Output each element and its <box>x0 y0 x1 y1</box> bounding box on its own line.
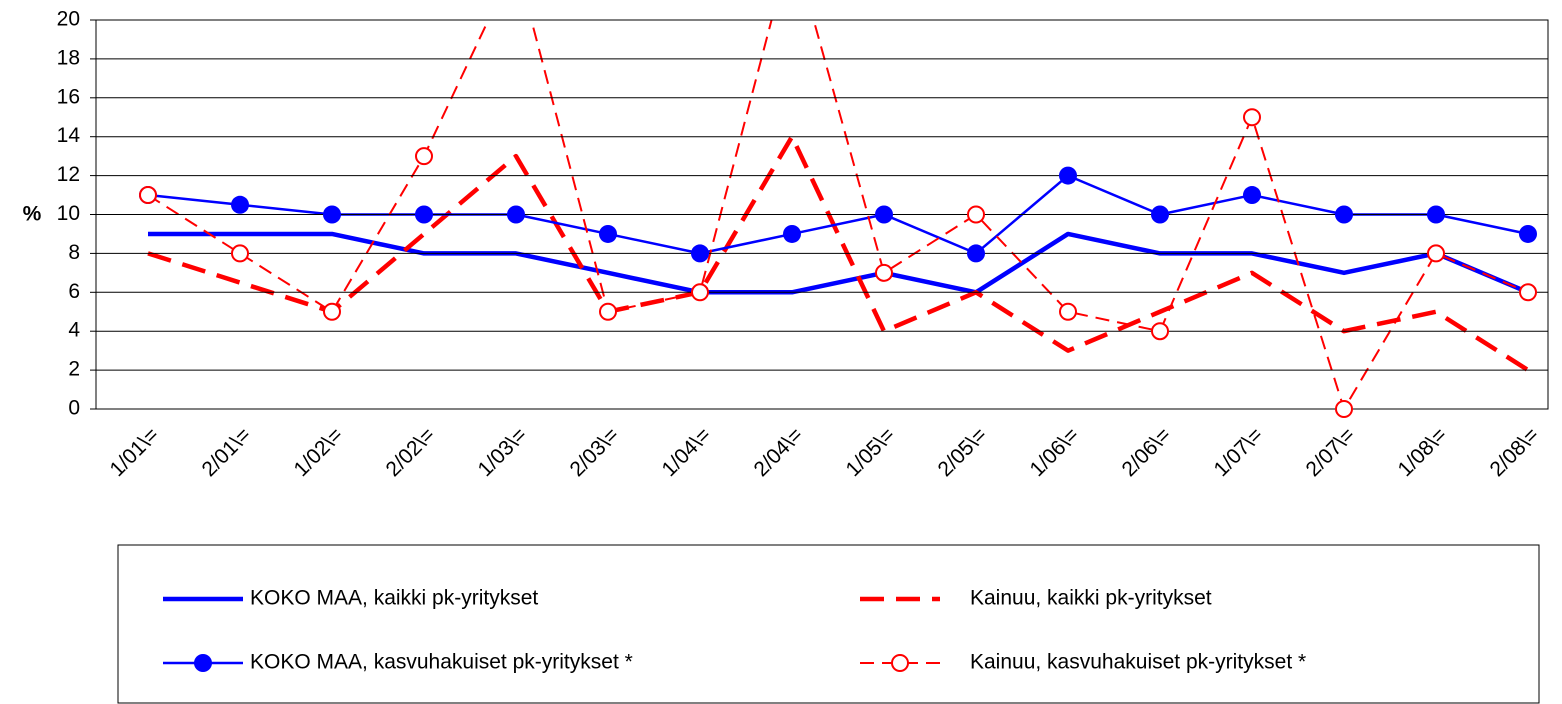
y-tick-label: 20 <box>57 8 80 31</box>
marker <box>1059 302 1077 321</box>
x-tick-label: 1/05\= <box>841 423 899 481</box>
marker <box>1151 322 1169 341</box>
marker <box>1519 283 1537 302</box>
marker <box>967 205 985 224</box>
y-tick-label: 8 <box>68 241 80 264</box>
marker <box>1335 205 1353 224</box>
legend-label: Kainuu, kasvuhakuiset pk-yritykset * <box>970 651 1306 674</box>
series-line <box>147 134 1530 373</box>
series-line <box>147 20 1529 409</box>
x-tick-label: 2/07\= <box>1301 423 1359 481</box>
marker <box>1243 186 1261 205</box>
marker <box>323 205 341 224</box>
y-tick-label: 12 <box>57 163 80 186</box>
marker <box>875 263 893 282</box>
marker <box>1519 224 1537 243</box>
y-tick-label: 10 <box>57 202 80 225</box>
marker <box>1243 108 1261 127</box>
marker <box>415 205 433 224</box>
marker <box>194 654 212 672</box>
marker <box>231 244 249 263</box>
legend-box <box>117 544 1540 704</box>
x-tick-label: 2/06\= <box>1117 423 1175 481</box>
y-tick-label: 0 <box>68 397 80 420</box>
marker <box>875 205 893 224</box>
marker <box>599 224 617 243</box>
marker <box>599 302 617 321</box>
marker <box>139 186 157 205</box>
x-tick-label: 1/03\= <box>473 423 531 481</box>
marker <box>967 244 985 263</box>
legend-label: Kainuu, kaikki pk-yritykset <box>970 587 1212 610</box>
x-tick-label: 2/01\= <box>197 423 255 481</box>
marker <box>691 244 709 263</box>
x-tick-label: 1/08\= <box>1393 423 1451 481</box>
y-tick-label: 2 <box>68 358 80 381</box>
y-tick-label: 4 <box>68 319 80 342</box>
marker <box>415 147 433 166</box>
y-axis-label: % <box>23 203 42 226</box>
marker <box>323 302 341 321</box>
marker <box>691 283 709 302</box>
marker <box>1151 205 1169 224</box>
marker <box>783 224 801 243</box>
x-tick-label: 2/03\= <box>565 423 623 481</box>
legend-label: KOKO MAA, kaikki pk-yritykset <box>250 587 538 610</box>
x-tick-label: 1/02\= <box>289 423 347 481</box>
y-tick-label: 14 <box>57 124 81 147</box>
x-tick-label: 1/01\= <box>105 423 163 481</box>
x-tick-label: 1/04\= <box>657 423 715 481</box>
y-tick-label: 16 <box>57 85 80 108</box>
x-tick-label: 1/07\= <box>1209 423 1267 481</box>
marker <box>507 205 525 224</box>
marker <box>1427 205 1445 224</box>
legend-label: KOKO MAA, kasvuhakuiset pk-yritykset * <box>250 651 633 674</box>
marker <box>1335 400 1353 418</box>
x-tick-label: 2/08\= <box>1485 423 1543 481</box>
x-tick-label: 2/05\= <box>933 423 991 481</box>
x-tick-label: 1/06\= <box>1025 423 1083 481</box>
y-tick-label: 18 <box>57 46 80 69</box>
marker <box>891 654 909 672</box>
x-tick-label: 2/02\= <box>381 423 439 481</box>
marker <box>231 195 249 214</box>
marker <box>1427 244 1445 263</box>
marker <box>1059 166 1077 185</box>
y-tick-label: 6 <box>68 280 80 303</box>
x-tick-label: 2/04\= <box>749 423 807 481</box>
